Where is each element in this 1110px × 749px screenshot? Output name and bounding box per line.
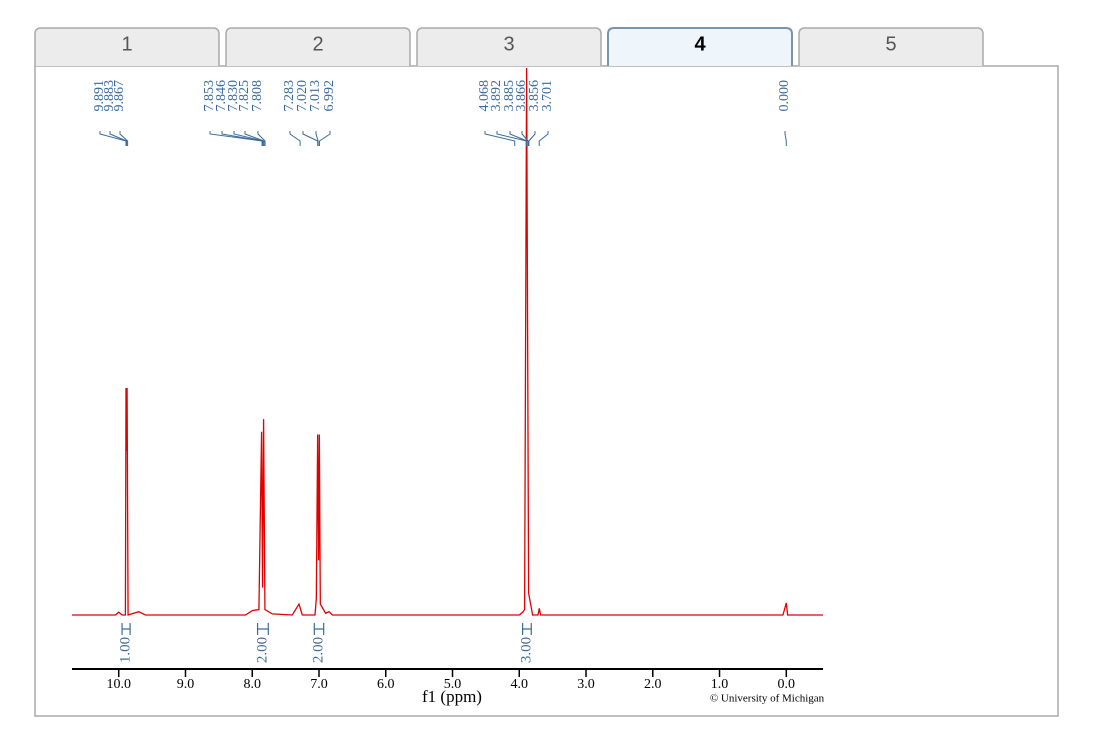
- peak-label: 7.020: [295, 80, 310, 112]
- peak-label: 7.825: [237, 80, 252, 112]
- tab-shape: [34, 27, 220, 66]
- x-tick-label: 8.0: [243, 677, 261, 692]
- peak-connector: [315, 131, 319, 146]
- tab-shape: [607, 27, 793, 66]
- peak-label: 9.891: [92, 80, 107, 112]
- peak-connector: [99, 131, 127, 146]
- peak-connector: [119, 131, 129, 146]
- x-tick-label: 4.0: [511, 677, 529, 692]
- peak-label: 9.867: [112, 80, 127, 112]
- spectrum-line: [72, 67, 823, 616]
- peak-connector: [109, 131, 128, 146]
- panel: [34, 65, 1059, 717]
- peak-label: 3.885: [502, 80, 517, 112]
- integral-label: 2.00: [254, 637, 270, 663]
- spectrum: 10.0 9.0 8.0 7.0 6.0 5.0 4.0 3.0 2.0 1.0 0.0 f1 (pp…: [72, 67, 825, 706]
- peak-label: 3.701: [540, 80, 555, 112]
- tab-label[interactable]: 4: [694, 33, 706, 55]
- tab[interactable]: 2: [225, 27, 411, 66]
- integral-label: 1.00: [118, 637, 134, 663]
- x-axis-label: f1 (ppm): [422, 687, 482, 706]
- peak-label: 7.853: [202, 80, 217, 112]
- tab-bar: 1 2 3 4 5: [34, 27, 984, 66]
- peak-label: 7.830: [226, 80, 241, 112]
- x-tick-label: 3.0: [577, 677, 595, 692]
- tab[interactable]: 4: [607, 27, 793, 66]
- x-tick-label: 5.0: [444, 677, 462, 692]
- peak-label: 9.883: [102, 80, 117, 112]
- tab-label[interactable]: 3: [503, 33, 514, 55]
- peak-label: 3.856: [527, 80, 542, 112]
- x-tick-label: 6.0: [377, 677, 395, 692]
- peak-connector: [319, 131, 331, 146]
- peak-connector: [484, 131, 516, 146]
- integral-bracket: [313, 623, 325, 635]
- peak-label: 7.283: [282, 80, 297, 112]
- peak-connector: [509, 131, 528, 146]
- peak-connector: [257, 131, 266, 146]
- tab-label[interactable]: 1: [121, 33, 132, 55]
- tab-label[interactable]: 2: [312, 33, 323, 55]
- peak-label: 3.892: [489, 80, 504, 112]
- peak-label: 3.866: [514, 80, 529, 112]
- peak-connector: [221, 131, 264, 146]
- peak-label: 6.992: [322, 80, 337, 112]
- tab-label[interactable]: 5: [885, 33, 896, 55]
- tab[interactable]: 3: [416, 27, 602, 66]
- peak-connector: [784, 131, 787, 146]
- integral-bracket: [121, 623, 131, 635]
- peak-label: 0.000: [777, 80, 792, 112]
- integral-bracket: [522, 623, 532, 635]
- tab-shape: [798, 27, 984, 66]
- peak-connector: [521, 131, 529, 146]
- integral-label: 2.00: [310, 637, 326, 663]
- peak-label: 7.808: [250, 80, 265, 112]
- x-tick-label: 10.0: [106, 677, 131, 692]
- integral-bracket: [256, 623, 269, 635]
- peak-label: 7.846: [214, 80, 229, 112]
- peak-connector: [538, 131, 549, 146]
- tab-shape: [225, 27, 411, 66]
- x-tick-label: 9.0: [177, 677, 195, 692]
- peak-connector: [528, 131, 536, 146]
- integral-label: 3.00: [518, 637, 534, 663]
- credit: © University of Michigan: [710, 693, 825, 705]
- peak-label: 4.068: [477, 80, 492, 112]
- tab-shape: [416, 27, 602, 66]
- peak-label: 7.013: [308, 80, 323, 112]
- peak-connector: [244, 131, 265, 146]
- tab[interactable]: 1: [34, 27, 220, 66]
- peak-connector: [289, 131, 301, 146]
- x-tick-label: 2.0: [644, 677, 662, 692]
- x-tick-label: 1.0: [711, 677, 729, 692]
- x-tick-label: 0.0: [778, 677, 796, 692]
- tab[interactable]: 5: [798, 27, 984, 66]
- x-tick-label: 7.0: [310, 677, 328, 692]
